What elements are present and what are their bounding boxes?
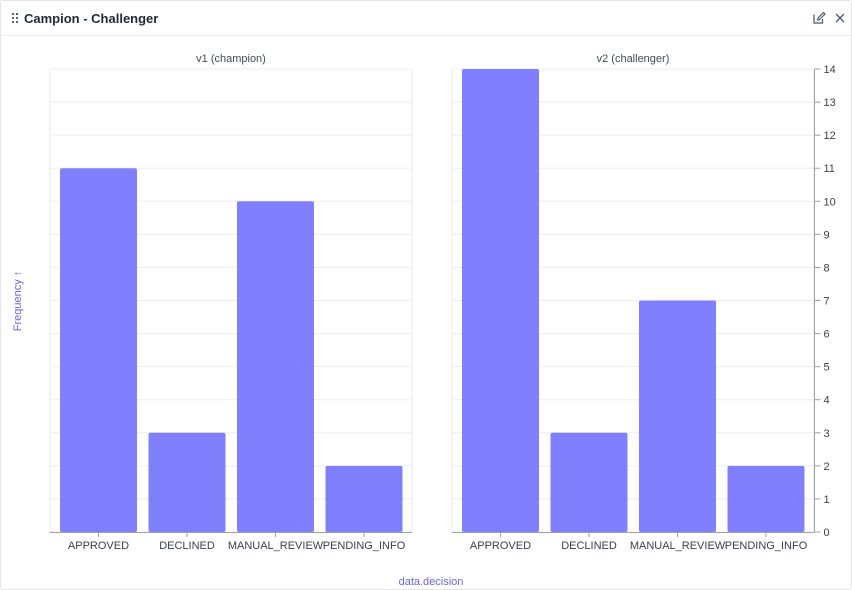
x-tick-label: DECLINED xyxy=(561,540,617,552)
drag-handle-icon[interactable] xyxy=(11,12,19,24)
y-tick-label: 7 xyxy=(824,296,830,308)
x-axis-label: data.decision xyxy=(399,576,464,588)
bar[interactable] xyxy=(550,432,628,532)
y-tick-label: 11 xyxy=(824,163,835,175)
bar[interactable] xyxy=(60,168,137,532)
y-tick-label: 0 xyxy=(824,527,830,539)
y-tick-label: 14 xyxy=(824,64,836,76)
y-tick-label: 9 xyxy=(824,229,830,241)
y-tick-label: 6 xyxy=(824,329,830,341)
y-tick-label: 2 xyxy=(824,461,830,473)
y-tick-label: 4 xyxy=(824,395,830,407)
bar[interactable] xyxy=(237,201,314,533)
facet-title: v1 (champion) xyxy=(196,53,266,65)
y-tick-label: 13 xyxy=(824,97,836,109)
y-tick-label: 12 xyxy=(824,130,836,142)
panel-header: Campion - Challenger xyxy=(1,1,851,36)
bar[interactable] xyxy=(639,300,716,533)
y-tick-label: 8 xyxy=(824,262,830,274)
x-tick-label: DECLINED xyxy=(159,540,215,552)
x-tick-label: MANUAL_REVIEW xyxy=(228,540,324,552)
bar[interactable] xyxy=(727,465,805,532)
y-axis-label: Frequency ↑ xyxy=(12,271,24,332)
bar[interactable] xyxy=(325,465,403,532)
panel-title: Campion - Challenger xyxy=(24,11,159,26)
x-tick-label: PENDING_INFO xyxy=(725,540,808,552)
edit-icon[interactable] xyxy=(811,10,827,26)
y-tick-label: 1 xyxy=(824,494,830,506)
y-tick-label: 5 xyxy=(824,362,830,374)
x-tick-label: APPROVED xyxy=(68,540,129,552)
bar[interactable] xyxy=(148,432,226,532)
x-tick-label: PENDING_INFO xyxy=(323,540,406,552)
bar[interactable] xyxy=(462,69,539,532)
x-tick-label: MANUAL_REVIEW xyxy=(630,540,726,552)
x-tick-label: APPROVED xyxy=(470,540,531,552)
facet-title: v2 (challenger) xyxy=(597,53,670,65)
y-tick-label: 10 xyxy=(824,196,836,208)
close-icon[interactable] xyxy=(832,10,848,26)
y-tick-label: 3 xyxy=(824,428,830,440)
